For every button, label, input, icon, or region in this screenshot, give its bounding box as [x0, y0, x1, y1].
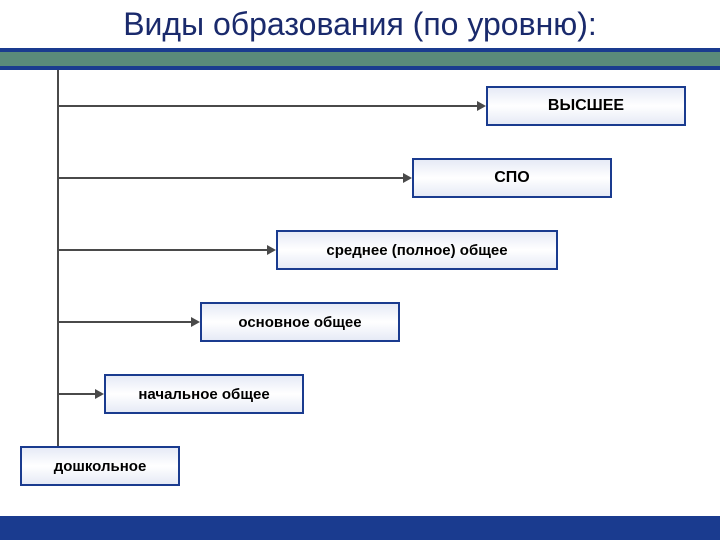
bottom-bar [0, 516, 720, 540]
level-label-secondary: среднее (полное) общее [326, 242, 507, 259]
page-title: Виды образования (по уровню): [0, 6, 720, 43]
level-label-primary: начальное общее [138, 386, 269, 403]
level-box-preschool: дошкольное [20, 446, 180, 486]
top-bar [0, 48, 720, 70]
top-bar-inner [0, 52, 720, 66]
level-box-higher: ВЫСШЕЕ [486, 86, 686, 126]
level-label-basic: основное общее [238, 314, 361, 331]
level-label-higher: ВЫСШЕЕ [548, 97, 624, 115]
level-box-secondary: среднее (полное) общее [276, 230, 558, 270]
level-box-basic: основное общее [200, 302, 400, 342]
level-label-preschool: дошкольное [54, 458, 147, 475]
level-label-spo: СПО [494, 169, 530, 187]
level-box-spo: СПО [412, 158, 612, 198]
level-box-primary: начальное общее [104, 374, 304, 414]
